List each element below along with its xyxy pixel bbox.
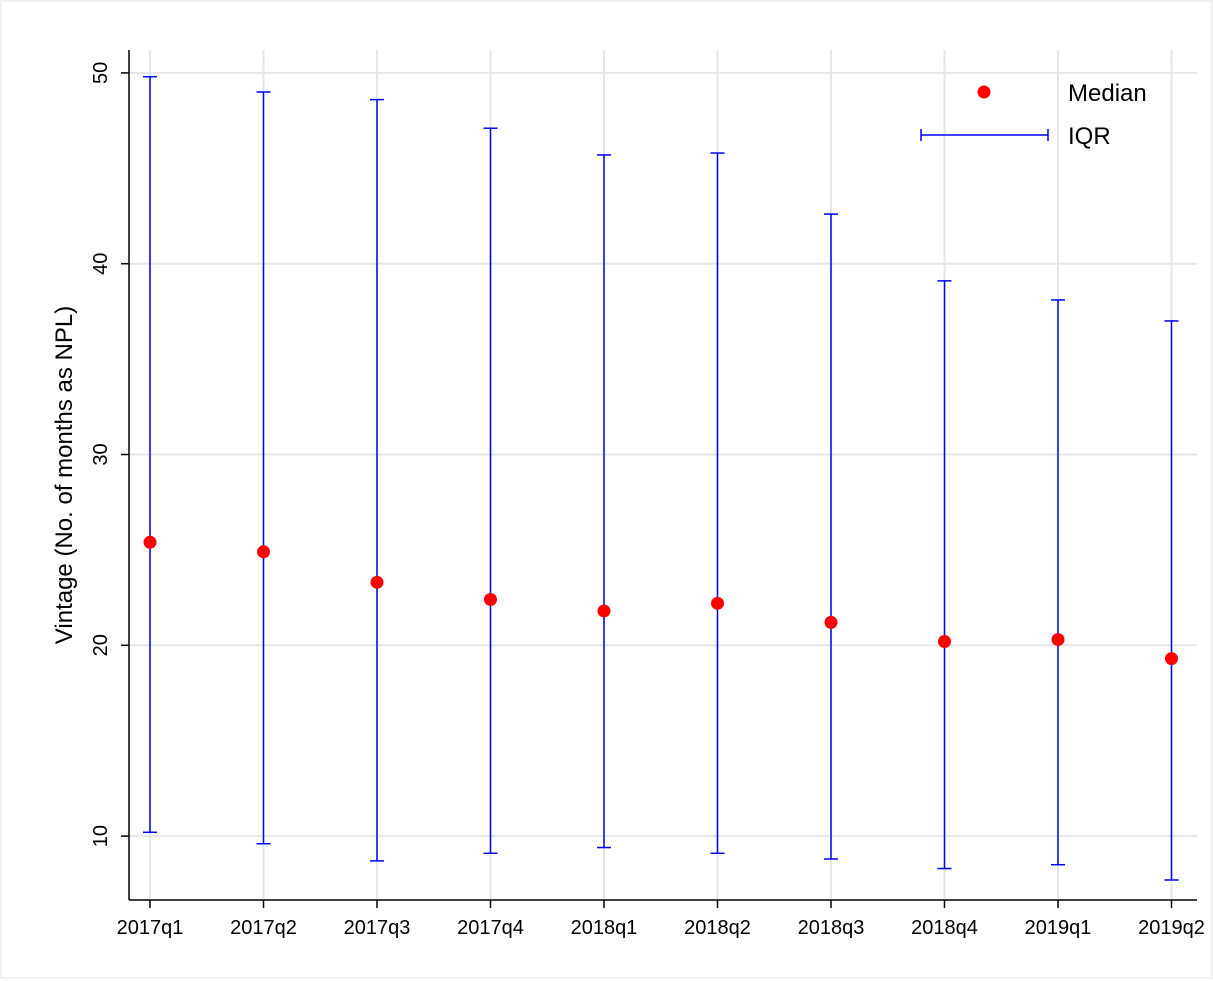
gridlines [129,50,1197,900]
median-point [824,615,838,629]
y-tick-label: 30 [90,443,112,465]
legend-iqr-label: IQR [1068,123,1111,150]
median-point [1165,652,1178,666]
y-tick-label: 10 [90,825,112,847]
median-point [257,545,270,559]
x-tick-label: 2018q3 [798,917,865,939]
median-point [711,596,724,610]
legend-median-label: Median [1068,80,1147,107]
median-point [1051,633,1065,647]
median-point [597,604,611,618]
y-tick-label: 40 [90,253,112,275]
axes [128,50,1197,901]
legend-median-marker [977,85,991,99]
x-tick-label: 2017q2 [230,917,297,939]
x-tick-label: 2017q4 [457,917,524,939]
iqr-bars [143,75,1179,881]
x-tick-label: 2017q1 [117,917,184,939]
x-tick-label: 2018q4 [911,917,978,939]
median-point [370,575,384,589]
x-tick-label: 2019q1 [1025,917,1092,939]
legend: Median IQR [920,80,1147,150]
y-tick-label: 20 [90,634,112,656]
median-point [938,634,951,648]
x-tick-label: 2018q2 [684,917,751,939]
x-tick-label: 2019q2 [1138,917,1205,939]
x-tick-label: 2017q3 [344,917,411,939]
y-ticks: 10 20 30 40 50 [90,62,129,847]
median-points [143,535,1178,666]
x-tick-label: 2018q1 [571,917,638,939]
y-tick-label: 50 [90,62,112,84]
y-axis-title: Vintage (No. of months as NPL) [51,306,78,644]
x-ticks: 2017q1 2017q2 2017q3 2017q4 2018q1 2018q2 2018… [117,900,1205,939]
median-point [143,535,157,549]
median-point [484,593,497,607]
